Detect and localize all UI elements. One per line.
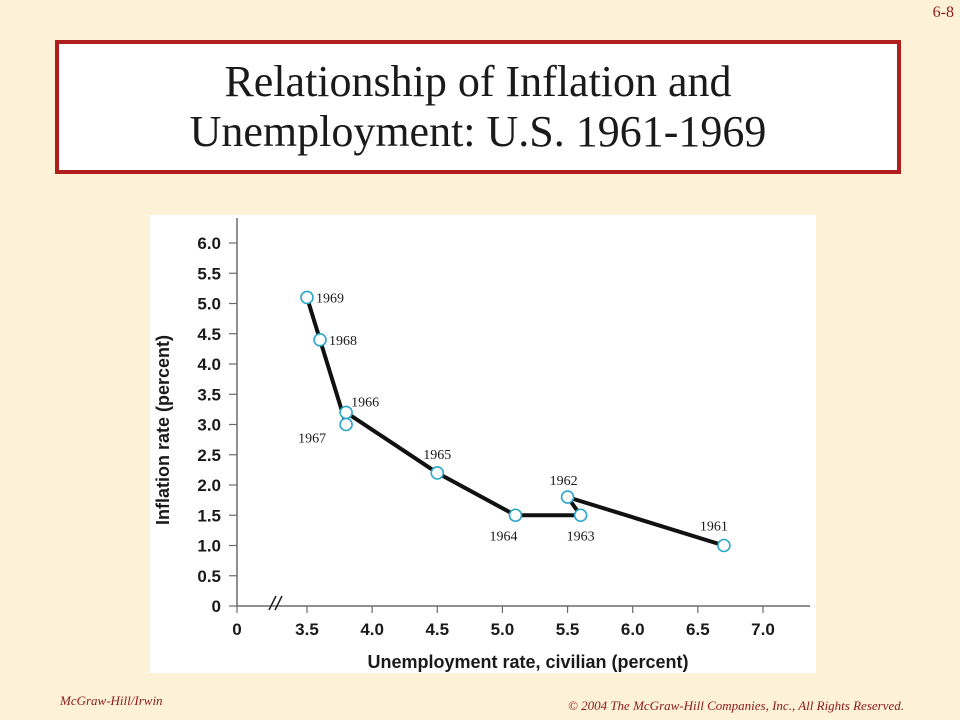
y-tick-label: 3.5 <box>197 385 221 404</box>
x-tick-label: 3.5 <box>295 620 319 639</box>
point-label-1968: 1968 <box>329 334 357 349</box>
y-tick-label: 4.0 <box>197 355 221 374</box>
inflation-unemployment-chart: 0 0.5 1.0 1.5 2.0 2.5 3.0 3.5 4.0 4.5 5.0 5.5 6.0 0 3.… <box>153 218 810 672</box>
axis-break-stroke <box>274 595 283 611</box>
x-tick-label: 5.0 <box>491 620 515 639</box>
x-tick-label: 5.5 <box>556 620 580 639</box>
x-tick-label: 6.0 <box>621 620 645 639</box>
data-point-1962 <box>560 490 575 504</box>
point-label-1965: 1965 <box>423 448 451 463</box>
chart-axes <box>236 218 810 611</box>
y-axis-title: Inflation rate (percent) <box>153 335 173 525</box>
x-tick-label: 4.5 <box>425 620 449 639</box>
title-line-1: Relationship of Inflation and <box>224 57 732 106</box>
y-tick-label: 1.0 <box>197 537 221 556</box>
x-axis-break <box>268 595 283 611</box>
data-point-1961 <box>717 538 731 553</box>
y-tick-label: 0 <box>212 597 221 616</box>
y-tick-label: 2.5 <box>197 446 221 465</box>
y-tick-label: 2.0 <box>197 476 221 495</box>
point-label-1966: 1966 <box>351 395 379 410</box>
data-point-1969 <box>300 290 314 305</box>
x-tick-label: 7.0 <box>751 620 775 639</box>
point-label-1964: 1964 <box>489 529 517 544</box>
chart-ticks: 0 0.5 1.0 1.5 2.0 2.5 3.0 3.5 4.0 4.5 5.0 5.5 6.0 0 3.… <box>197 234 774 639</box>
chart-point-labels: 1961 1962 1963 1964 1965 1966 1967 1968 1969 <box>298 291 728 544</box>
title-box: Relationship of Inflation and Unemployme… <box>55 40 901 174</box>
data-point-1963 <box>573 508 588 523</box>
data-point-1967 <box>339 417 353 432</box>
x-tick-label: 6.5 <box>686 620 710 639</box>
point-label-1961: 1961 <box>700 520 728 535</box>
y-tick-label: 5.5 <box>197 264 221 283</box>
data-point-1968 <box>313 333 327 347</box>
slide-number: 6-8 <box>932 4 954 21</box>
footer-publisher: McGraw-Hill/Irwin <box>60 693 163 708</box>
data-point-1965 <box>430 466 445 480</box>
point-label-1967: 1967 <box>298 432 326 447</box>
y-tick-label: 5.0 <box>197 295 221 314</box>
y-tick-label: 0.5 <box>197 567 221 586</box>
x-tick-label: 4.0 <box>360 620 384 639</box>
y-tick-label: 1.5 <box>197 506 221 525</box>
series-line <box>305 296 725 548</box>
chart-panel: 0 0.5 1.0 1.5 2.0 2.5 3.0 3.5 4.0 4.5 5.0 5.5 6.0 0 3.… <box>150 215 816 673</box>
footer-copyright: © 2004 The McGraw-Hill Companies, Inc., … <box>567 698 904 713</box>
x-tick-label: 0 <box>232 620 241 639</box>
x-axis-title: Unemployment rate, civilian (percent) <box>367 652 688 672</box>
axis-break-stroke <box>268 595 277 611</box>
point-label-1969: 1969 <box>316 291 344 306</box>
point-label-1963: 1963 <box>567 529 595 544</box>
y-tick-label: 3.0 <box>197 416 221 435</box>
title-line-2: Unemployment: U.S. 1961-1969 <box>189 107 767 156</box>
point-label-1962: 1962 <box>550 474 578 489</box>
data-point-1964 <box>508 508 523 523</box>
y-tick-label: 4.5 <box>197 325 221 344</box>
y-tick-label: 6.0 <box>197 234 221 253</box>
chart-series <box>300 290 731 553</box>
